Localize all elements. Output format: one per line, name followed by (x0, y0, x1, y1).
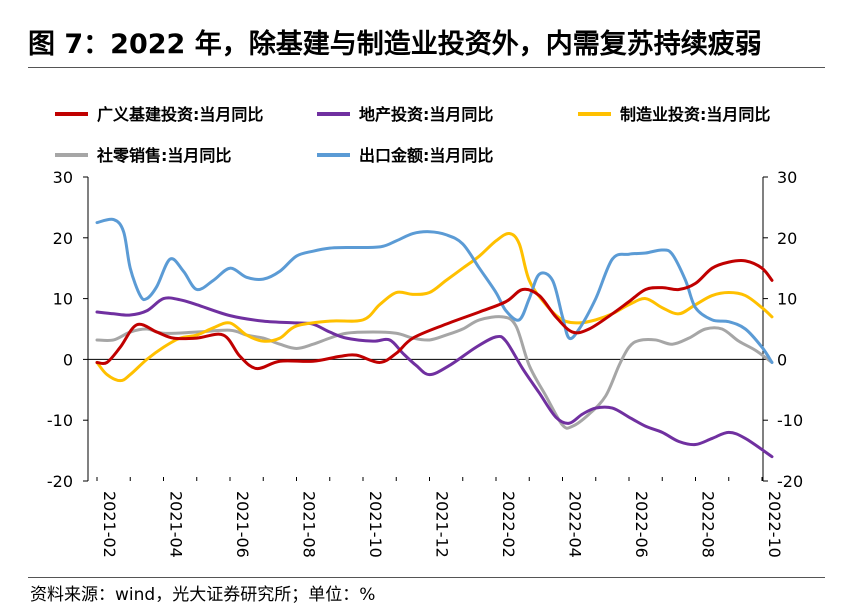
series-line (95, 232, 774, 383)
x-tick-label: 2022-08 (699, 491, 718, 558)
legend-label: 出口金额:当月同比 (359, 146, 493, 165)
x-tick-label: 2021-04 (167, 491, 186, 558)
legend-label: 地产投资:当月同比 (359, 105, 493, 124)
y-tick-label-left: 0 (63, 350, 73, 369)
axes: 30 20 10 0 -10 -20 30 20 10 0 -10 -20 2021-02 2021-04… (47, 168, 803, 558)
y-tick-label-right: -10 (777, 411, 803, 430)
series-lines (95, 217, 774, 459)
series-line (95, 217, 774, 364)
y-tick-label-right: -20 (777, 472, 803, 491)
x-tick-label: 2021-06 (233, 491, 252, 558)
y-tick-label-left: 10 (53, 290, 73, 309)
page-title: 图 7：2022 年，除基建与制造业投资外，内需复苏持续疲弱 (28, 29, 762, 60)
x-tick-label: 2022-10 (765, 491, 784, 558)
x-tick-label: 2022-04 (566, 491, 585, 558)
series-line (95, 296, 774, 459)
x-tick-label: 2022-06 (632, 491, 651, 558)
x-tick-label: 2021-12 (433, 491, 452, 558)
y-tick-label-right: 20 (777, 229, 797, 248)
legend-label: 社零销售:当月同比 (96, 146, 231, 165)
title-rule (28, 67, 825, 68)
legend-label: 制造业投资:当月同比 (620, 105, 770, 124)
legend-label: 广义基建投资:当月同比 (97, 105, 263, 124)
y-tick-label-right: 30 (777, 168, 797, 187)
y-tick-label-right: 0 (777, 350, 787, 369)
y-tick-label-right: 10 (777, 290, 797, 309)
y-tick-label-left: -10 (47, 411, 73, 430)
series-line (95, 258, 774, 371)
y-tick-label-left: -20 (47, 472, 73, 491)
source-rule (28, 577, 825, 578)
series-line (95, 315, 774, 430)
x-tick-label: 2021-08 (300, 491, 319, 558)
x-tick-label: 2021-02 (100, 491, 119, 558)
x-tick-label: 2022-02 (499, 491, 518, 558)
y-tick-label-left: 20 (53, 229, 73, 248)
source-note: 资料来源：wind，光大证券研究所；单位：% (30, 585, 376, 605)
y-tick-label-left: 30 (53, 168, 73, 187)
x-tick-label: 2021-10 (366, 491, 385, 558)
